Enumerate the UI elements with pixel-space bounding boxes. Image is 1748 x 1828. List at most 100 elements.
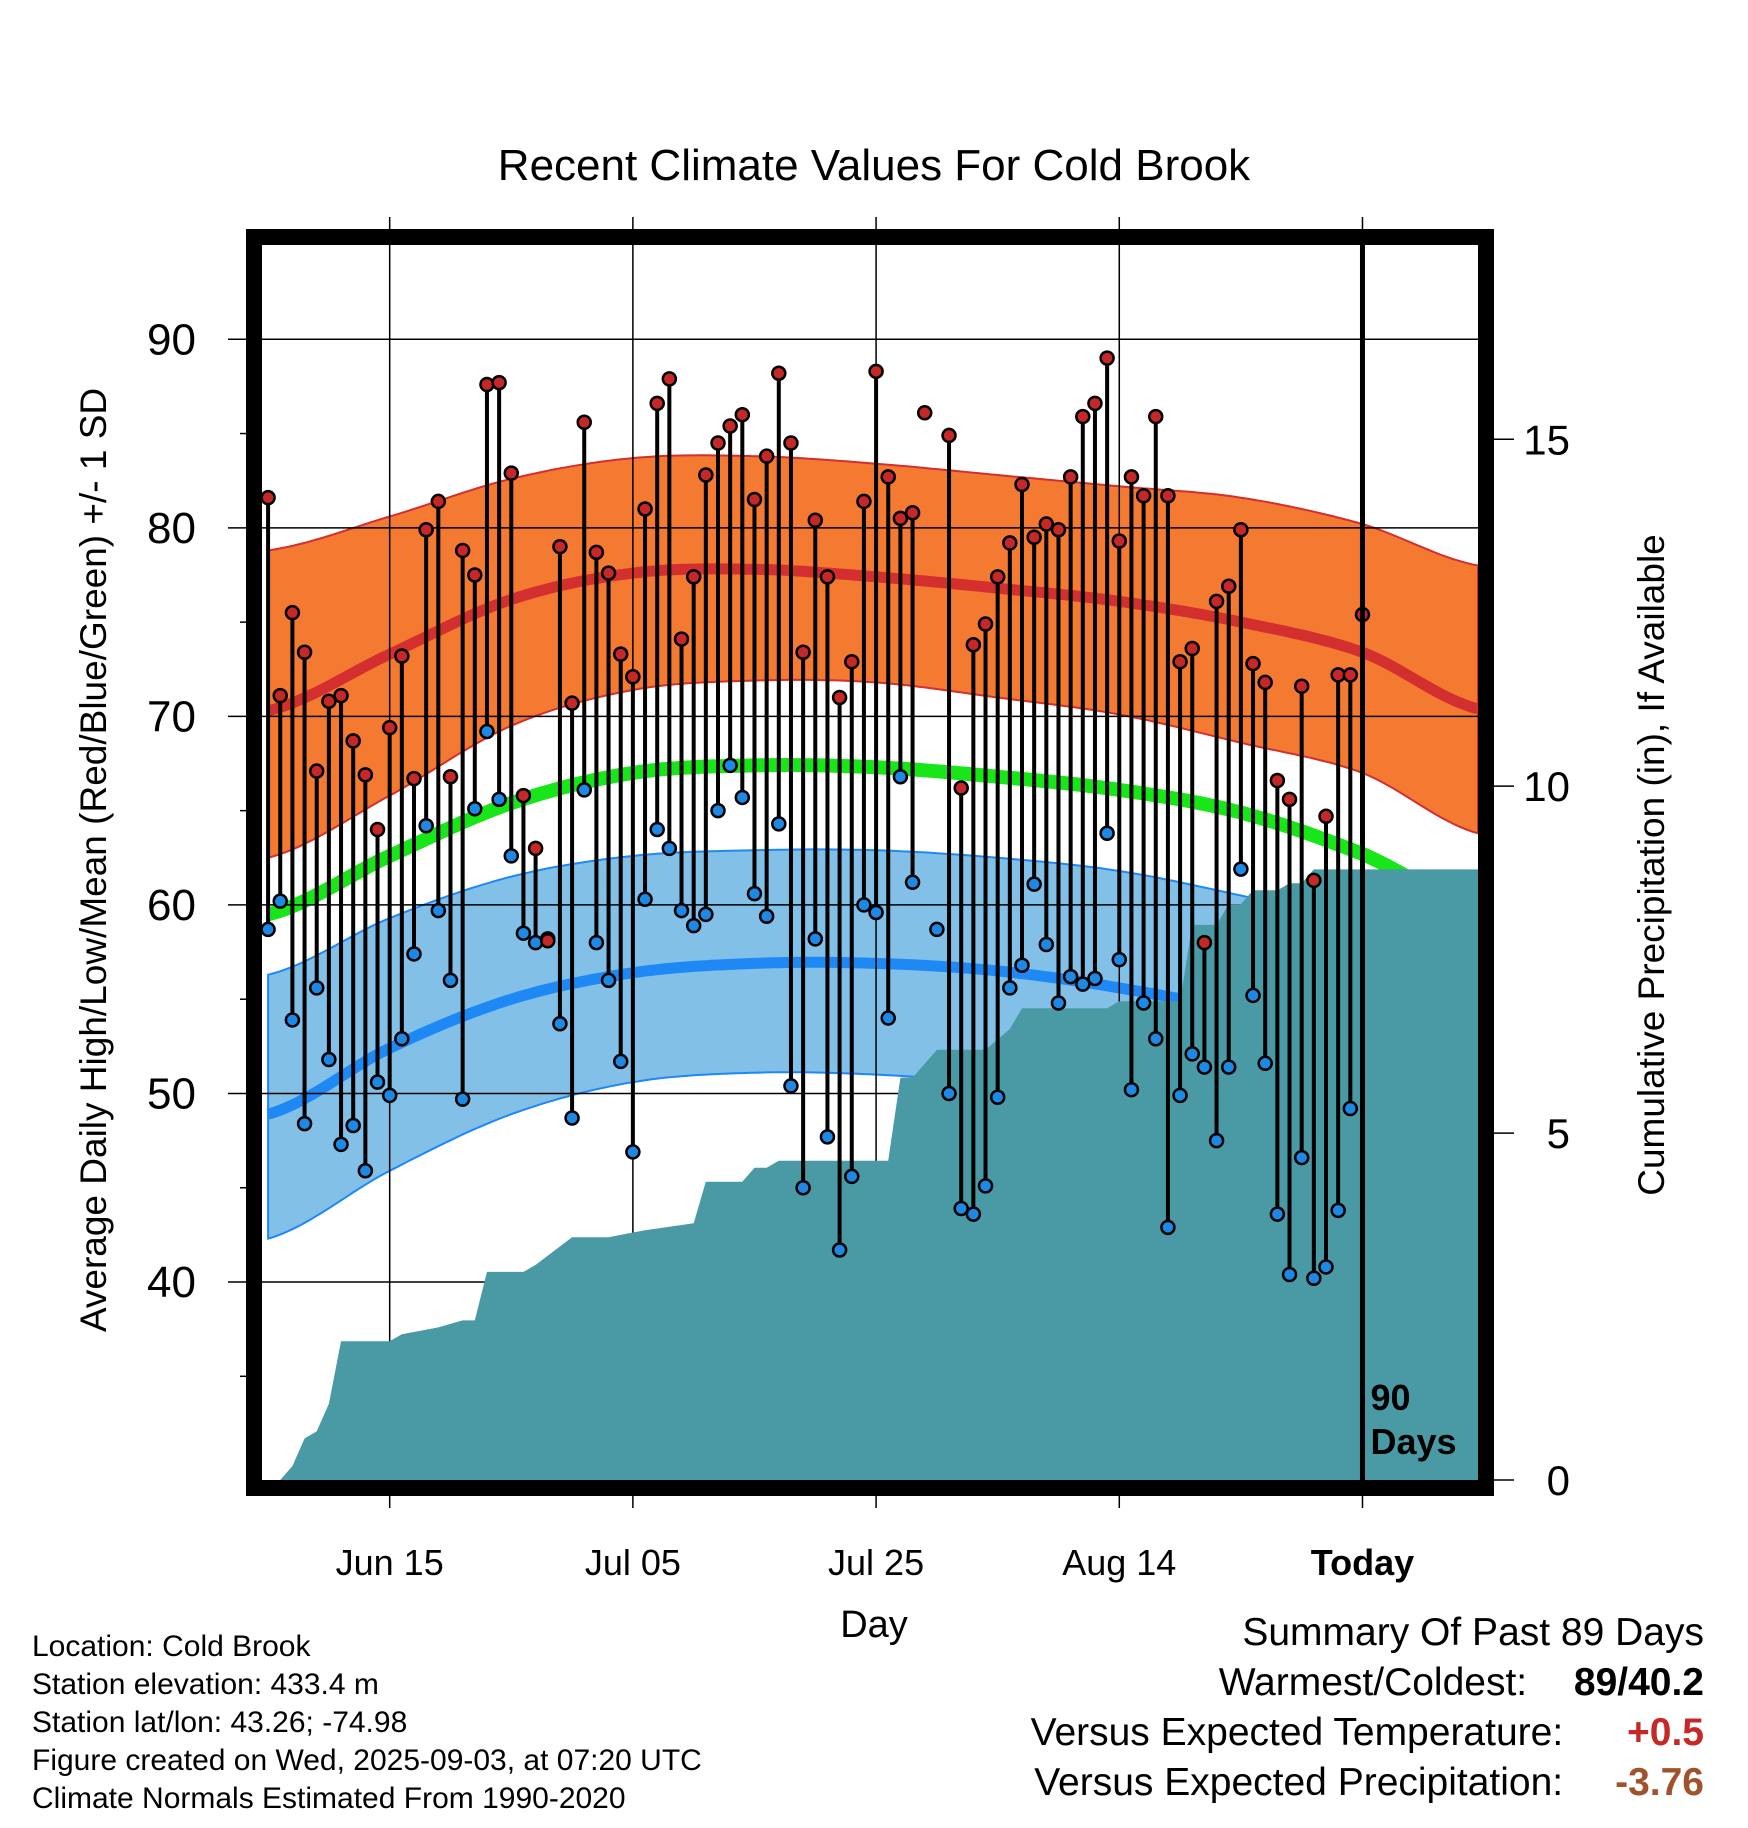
high-temp-point bbox=[856, 493, 872, 510]
low-temp-point bbox=[637, 891, 653, 908]
elevation-text: Station elevation: 433.4 m bbox=[32, 1668, 379, 1701]
low-temp-point bbox=[394, 1031, 410, 1047]
low-temp-point bbox=[576, 782, 592, 798]
high-temp-point bbox=[612, 646, 629, 662]
low-temp-point bbox=[1196, 1059, 1213, 1075]
low-temp-point bbox=[454, 1091, 471, 1107]
low-temp-point bbox=[369, 1074, 386, 1090]
low-temp-point bbox=[345, 1117, 361, 1134]
y-tick-label-left: 90 bbox=[147, 315, 196, 364]
high-temp-point bbox=[564, 695, 580, 711]
low-temp-point bbox=[479, 723, 495, 740]
low-temp-point bbox=[381, 1087, 398, 1104]
high-temp-point bbox=[381, 719, 398, 736]
high-temp-point bbox=[515, 787, 532, 804]
low-temp-point bbox=[1087, 970, 1103, 987]
low-temp-point bbox=[880, 1010, 896, 1026]
high-temp-point bbox=[418, 521, 434, 538]
warmest-coldest-value: 89/40.2 bbox=[1573, 1661, 1704, 1704]
low-temp-point bbox=[868, 904, 884, 921]
low-temp-point bbox=[430, 902, 447, 919]
high-temp-point bbox=[880, 469, 896, 485]
low-temp-point bbox=[661, 840, 678, 857]
high-temp-point bbox=[1075, 408, 1091, 425]
high-temp-point bbox=[625, 669, 641, 685]
low-temp-point bbox=[284, 1012, 301, 1028]
low-temp-point bbox=[1306, 1270, 1322, 1287]
high-temp-point bbox=[321, 693, 337, 710]
precip-anomaly-value: -3.76 bbox=[1615, 1761, 1704, 1804]
x-axis-label: Day bbox=[840, 1604, 908, 1646]
high-temp-point bbox=[1196, 934, 1213, 951]
precip-anomaly-label: Versus Expected Precipitation: bbox=[1034, 1761, 1564, 1804]
high-temp-point bbox=[394, 648, 410, 664]
low-temp-point bbox=[1075, 976, 1091, 992]
y-tick-label-right: 10 bbox=[1523, 763, 1570, 810]
low-temp-point bbox=[1123, 1081, 1140, 1098]
low-temp-point bbox=[1233, 861, 1249, 877]
low-temp-point bbox=[1099, 825, 1115, 842]
low-temp-point bbox=[308, 980, 325, 996]
high-temp-point bbox=[977, 616, 994, 632]
low-temp-point bbox=[844, 1168, 860, 1185]
low-temp-point bbox=[965, 1206, 982, 1222]
high-temp-point bbox=[953, 780, 969, 796]
y-tick-label-left: 40 bbox=[147, 1258, 196, 1307]
high-temp-point bbox=[904, 504, 921, 521]
high-temp-point bbox=[1111, 533, 1128, 549]
high-temp-point bbox=[1208, 593, 1225, 610]
high-temp-point bbox=[1087, 395, 1103, 412]
low-temp-point bbox=[758, 908, 775, 924]
high-temp-point bbox=[588, 544, 605, 561]
low-temp-point bbox=[406, 946, 422, 962]
y-tick-label-right: 0 bbox=[1547, 1457, 1570, 1504]
location-text: Location: Cold Brook bbox=[32, 1630, 311, 1663]
low-temp-point bbox=[856, 897, 872, 913]
created-text: Figure created on Wed, 2025-09-03, at 07… bbox=[32, 1744, 702, 1777]
x-tick-label: Jul 05 bbox=[585, 1542, 681, 1583]
low-temp-point bbox=[698, 906, 714, 923]
high-temp-point bbox=[661, 371, 678, 387]
low-temp-point bbox=[1135, 995, 1152, 1011]
summary-temperature: Versus Expected Temperature: +0.5 bbox=[1031, 1708, 1704, 1758]
high-temp-point bbox=[783, 435, 799, 451]
y-tick-label-left: 80 bbox=[147, 504, 196, 553]
high-temp-point bbox=[308, 763, 325, 779]
low-temp-point bbox=[588, 934, 605, 951]
high-temp-point bbox=[1160, 488, 1176, 504]
low-temp-point bbox=[783, 1078, 799, 1094]
low-temp-point bbox=[625, 1144, 641, 1160]
high-temp-point bbox=[1002, 535, 1018, 551]
low-temp-point bbox=[734, 789, 751, 806]
high-temp-point bbox=[467, 567, 483, 583]
high-temp-point bbox=[1318, 808, 1334, 825]
high-temp-point bbox=[941, 427, 957, 444]
low-temp-point bbox=[491, 791, 507, 808]
high-temp-point bbox=[1135, 488, 1152, 504]
high-temp-point bbox=[722, 418, 738, 434]
high-temp-point bbox=[916, 405, 933, 421]
low-temp-point bbox=[746, 885, 763, 902]
high-temp-point bbox=[1026, 529, 1042, 546]
high-temp-point bbox=[345, 733, 361, 749]
x-tick-label: Jul 25 bbox=[828, 1542, 924, 1583]
low-temp-point bbox=[272, 893, 288, 909]
low-temp-point bbox=[1002, 980, 1018, 996]
low-temp-point bbox=[1172, 1087, 1188, 1104]
y-tick-label-left: 70 bbox=[147, 692, 196, 741]
high-temp-point bbox=[844, 653, 860, 670]
low-temp-point bbox=[1293, 1149, 1310, 1166]
summary-warmest-coldest: Warmest/Coldest: 89/40.2 bbox=[1031, 1658, 1704, 1708]
y-axis-label-right: Cumulative Precipitation (in), If Availa… bbox=[1631, 534, 1672, 1196]
high-temp-point bbox=[1123, 469, 1140, 485]
high-temp-point bbox=[1220, 578, 1237, 595]
high-temp-point bbox=[479, 376, 495, 393]
low-temp-point bbox=[1330, 1202, 1346, 1219]
high-temp-point bbox=[430, 493, 447, 510]
high-temp-point bbox=[1281, 791, 1298, 808]
summary-precipitation: Versus Expected Precipitation: -3.76 bbox=[1031, 1758, 1704, 1808]
low-temp-point bbox=[1050, 995, 1067, 1011]
low-temp-point bbox=[1184, 1046, 1200, 1062]
high-temp-point bbox=[527, 840, 544, 857]
